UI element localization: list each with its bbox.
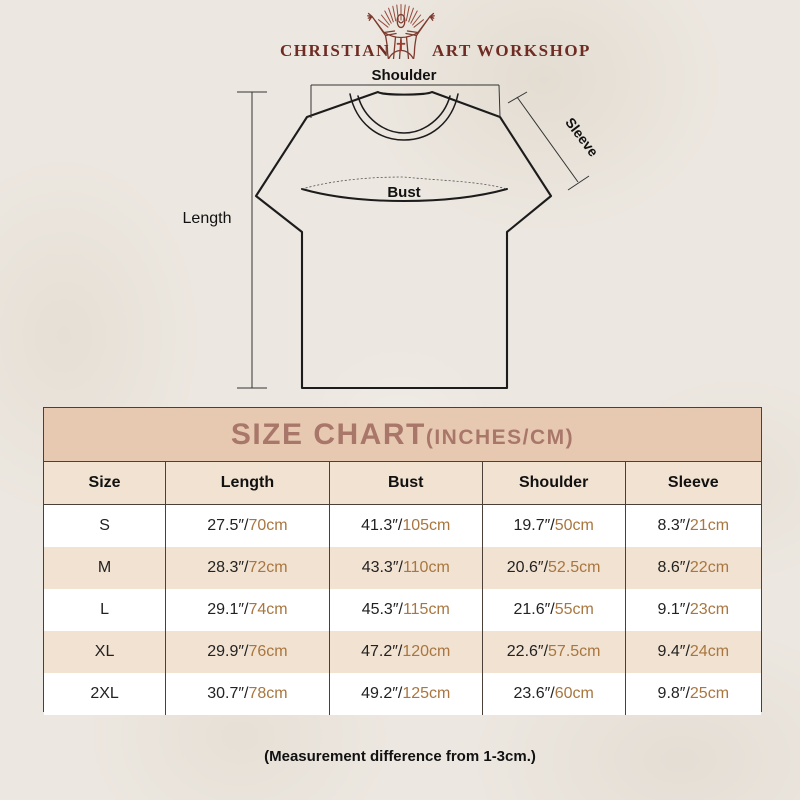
- svg-text:Length: Length: [183, 210, 232, 227]
- svg-text:Shoulder: Shoulder: [371, 67, 436, 84]
- svg-text:Sleeve: Sleeve: [562, 114, 602, 159]
- svg-text:Bust: Bust: [387, 184, 420, 201]
